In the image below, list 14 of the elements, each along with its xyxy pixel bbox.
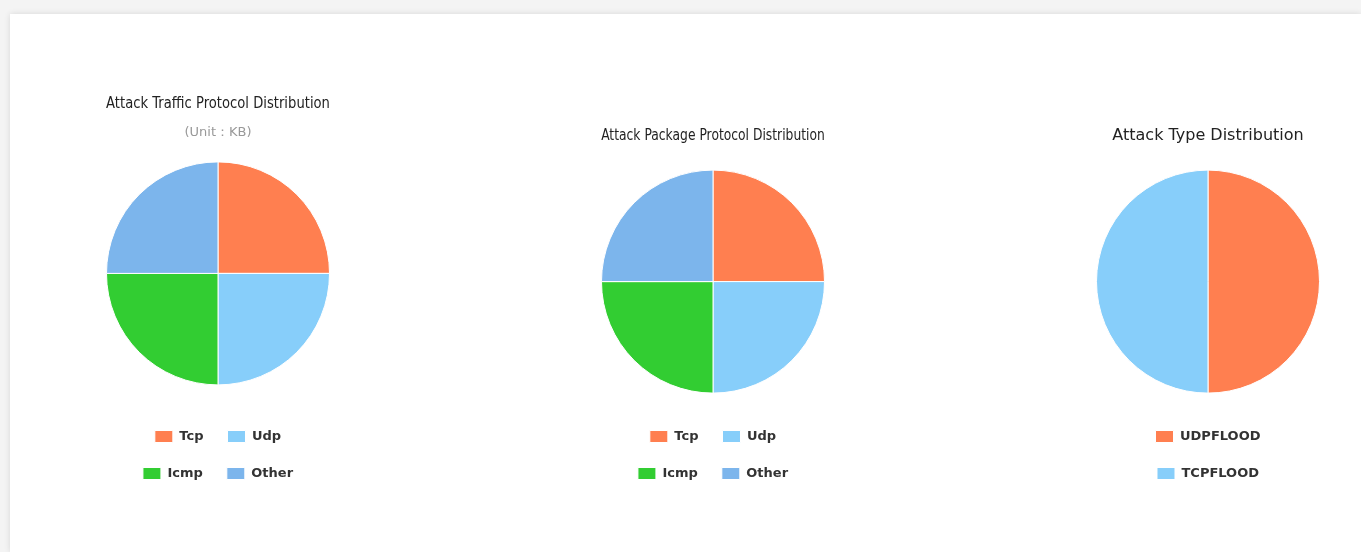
legend-label: Icmp	[662, 464, 698, 480]
legend-label: Udp	[251, 427, 282, 443]
legend-label: UDPFLOOD	[1180, 427, 1261, 443]
legend-label: Tcp	[179, 427, 204, 443]
chart-subtitle: (Unit：KB)	[184, 124, 252, 140]
legend-label: Udp	[746, 427, 777, 443]
chart-title: Attack Package Protocol Distribution	[601, 125, 825, 144]
legend-label: Other	[251, 464, 294, 480]
legend-label: Icmp	[167, 464, 203, 480]
legend-label: TCPFLOOD	[1181, 464, 1260, 480]
chart-title: Attack Type Distribution	[1112, 124, 1304, 144]
legend-label: Tcp	[674, 427, 699, 443]
legend-label: Other	[746, 464, 789, 480]
chart-title: Attack Traffic Protocol Distribution	[106, 92, 330, 112]
